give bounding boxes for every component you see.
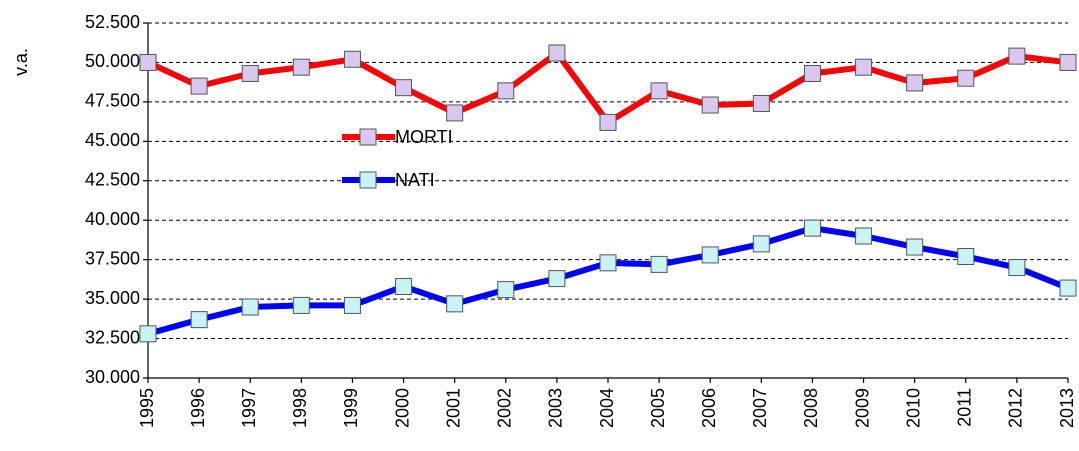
marker [139, 325, 157, 343]
x-tick-label: 1996 [188, 388, 208, 428]
marker [190, 77, 208, 95]
x-tick-label: 2008 [801, 388, 821, 428]
marker [241, 64, 259, 82]
x-tick-label: 2005 [648, 388, 668, 428]
x-tick-label: 2007 [750, 388, 770, 428]
marker [497, 281, 515, 299]
y-tick-label: 47.500 [85, 91, 140, 111]
x-tick-label: 2010 [903, 388, 923, 428]
marker [906, 238, 924, 256]
marker [497, 82, 515, 100]
marker [855, 227, 873, 245]
legend-marker [359, 128, 377, 146]
marker [292, 58, 310, 76]
x-tick-label: 2003 [546, 388, 566, 428]
marker [395, 277, 413, 295]
x-tick-label: 2004 [597, 388, 617, 428]
series-line [146, 49, 1069, 126]
x-tick-label: 2002 [495, 388, 515, 428]
marker [1059, 53, 1077, 71]
x-tick-label: 1998 [290, 388, 310, 428]
y-tick-label: 45.000 [85, 130, 140, 150]
marker [292, 296, 310, 314]
x-tick-label: 2006 [699, 388, 719, 428]
marker [599, 113, 617, 131]
y-tick-label: 37.500 [85, 248, 140, 268]
marker [803, 64, 821, 82]
marker [1008, 259, 1026, 277]
x-tick-label: 2001 [443, 388, 463, 428]
marker [1059, 279, 1077, 297]
marker [906, 74, 924, 92]
series-line [147, 225, 1070, 337]
marker [752, 235, 770, 253]
y-tick-label: 30.000 [85, 367, 140, 387]
marker [650, 82, 668, 100]
x-tick-label: 2013 [1057, 388, 1077, 428]
marker [701, 246, 719, 264]
x-tick-label: 1995 [137, 388, 157, 428]
legend-label: NATI [395, 170, 435, 190]
legend-label: MORTI [395, 127, 453, 147]
marker [241, 298, 259, 316]
y-tick-label: 32.500 [85, 327, 140, 347]
y-tick-label: 50.000 [85, 51, 140, 71]
marker [701, 96, 719, 114]
legend-marker [359, 171, 377, 189]
marker [446, 104, 464, 122]
marker [599, 254, 617, 272]
marker [190, 311, 208, 329]
y-tick-label: 35.000 [85, 288, 140, 308]
marker [803, 219, 821, 237]
marker [957, 69, 975, 87]
y-tick-label: 40.000 [85, 209, 140, 229]
x-tick-label: 2012 [1006, 388, 1026, 428]
marker [752, 94, 770, 112]
marker [957, 248, 975, 266]
marker [395, 79, 413, 97]
marker [548, 44, 566, 62]
y-tick-label: 42.500 [85, 170, 140, 190]
x-tick-label: 2011 [955, 388, 975, 427]
marker [343, 50, 361, 68]
x-tick-label: 2009 [852, 388, 872, 428]
y-tick-label: 52.500 [85, 12, 140, 32]
x-tick-label: 1999 [341, 388, 361, 428]
marker [1008, 47, 1026, 65]
x-tick-label: 1997 [239, 388, 259, 428]
marker [139, 53, 157, 71]
x-tick-label: 2000 [392, 388, 412, 428]
marker [343, 296, 361, 314]
marker [650, 255, 668, 273]
marker [855, 58, 873, 76]
y-axis-label: v.a. [11, 48, 31, 76]
marker [548, 270, 566, 288]
marker [446, 295, 464, 313]
